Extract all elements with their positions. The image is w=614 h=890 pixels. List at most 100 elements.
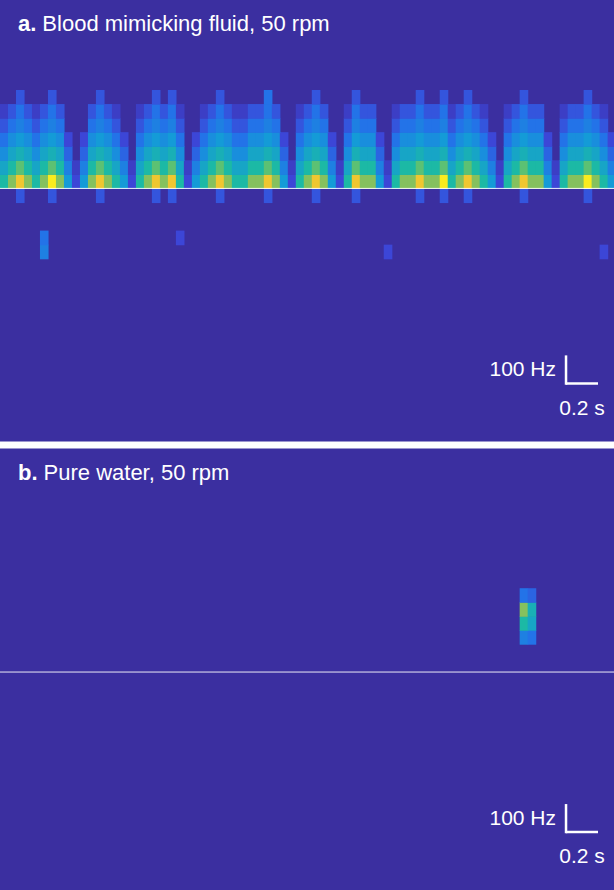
cell — [184, 160, 193, 175]
cell — [320, 118, 329, 133]
cell — [480, 104, 489, 119]
cell — [480, 146, 489, 161]
cell — [536, 146, 545, 161]
cell — [40, 160, 49, 175]
cell — [376, 174, 385, 189]
cell — [344, 104, 353, 119]
cell — [0, 174, 9, 189]
cell — [256, 146, 265, 161]
cell — [392, 174, 401, 189]
cell — [424, 174, 433, 189]
cell — [176, 132, 185, 147]
cell — [208, 160, 217, 175]
cell — [56, 104, 65, 119]
cell — [216, 132, 225, 147]
cell — [432, 160, 441, 175]
cell — [16, 174, 25, 189]
title-text: Blood mimicking fluid, 50 rpm — [42, 11, 329, 36]
cell — [320, 174, 329, 189]
scale-bar-y — [565, 804, 568, 833]
cell — [392, 160, 401, 175]
cell — [520, 188, 529, 203]
cell — [24, 104, 33, 119]
cell — [328, 174, 337, 189]
cell — [600, 245, 609, 260]
cell — [408, 118, 417, 133]
cell — [152, 174, 161, 189]
cell — [600, 132, 609, 147]
cell — [8, 118, 17, 133]
cell — [528, 588, 537, 603]
cell — [80, 174, 89, 189]
cell — [232, 174, 241, 189]
cell — [344, 118, 353, 133]
cell — [600, 146, 609, 161]
cell — [344, 160, 353, 175]
cell — [320, 104, 329, 119]
cell — [296, 160, 305, 175]
cell — [344, 132, 353, 147]
cell — [216, 104, 225, 119]
plot-background — [0, 449, 614, 890]
cell — [216, 146, 225, 161]
cell — [168, 188, 177, 203]
cell — [416, 188, 425, 203]
plot-background — [0, 0, 614, 442]
cell — [312, 118, 321, 133]
cell — [224, 118, 233, 133]
cells — [520, 588, 537, 644]
cell — [224, 104, 233, 119]
cell — [88, 174, 97, 189]
cell — [0, 132, 9, 147]
cell — [264, 104, 273, 119]
cell — [200, 146, 209, 161]
cell — [432, 174, 441, 189]
cell — [256, 132, 265, 147]
cell — [112, 132, 121, 147]
cell — [216, 174, 225, 189]
cell — [352, 160, 361, 175]
cell — [464, 146, 473, 161]
cell — [120, 132, 129, 147]
cell — [528, 602, 537, 617]
cell — [88, 146, 97, 161]
cell — [200, 104, 209, 119]
cell — [48, 132, 57, 147]
cell — [32, 160, 41, 175]
cell — [352, 174, 361, 189]
cell — [144, 146, 153, 161]
cell — [216, 90, 225, 105]
cell — [392, 132, 401, 147]
cell — [432, 146, 441, 161]
cell — [160, 146, 169, 161]
cell — [160, 132, 169, 147]
cell — [528, 160, 537, 175]
cell — [584, 132, 593, 147]
cell — [360, 174, 369, 189]
cell — [144, 174, 153, 189]
cell — [448, 174, 457, 189]
cell — [456, 174, 465, 189]
cell — [440, 160, 449, 175]
cell — [520, 602, 529, 617]
cell — [584, 146, 593, 161]
cell — [608, 174, 614, 189]
cell — [544, 174, 553, 189]
cell — [432, 118, 441, 133]
cell — [416, 104, 425, 119]
cell — [232, 132, 241, 147]
cell — [400, 160, 409, 175]
cell — [8, 104, 17, 119]
cell — [368, 118, 377, 133]
cell — [232, 104, 241, 119]
cell — [16, 188, 25, 203]
cell — [160, 104, 169, 119]
cell — [464, 118, 473, 133]
cell — [464, 132, 473, 147]
cell — [208, 174, 217, 189]
cell — [160, 118, 169, 133]
cell — [88, 160, 97, 175]
cell — [200, 160, 209, 175]
cell — [520, 104, 529, 119]
cell — [600, 104, 609, 119]
